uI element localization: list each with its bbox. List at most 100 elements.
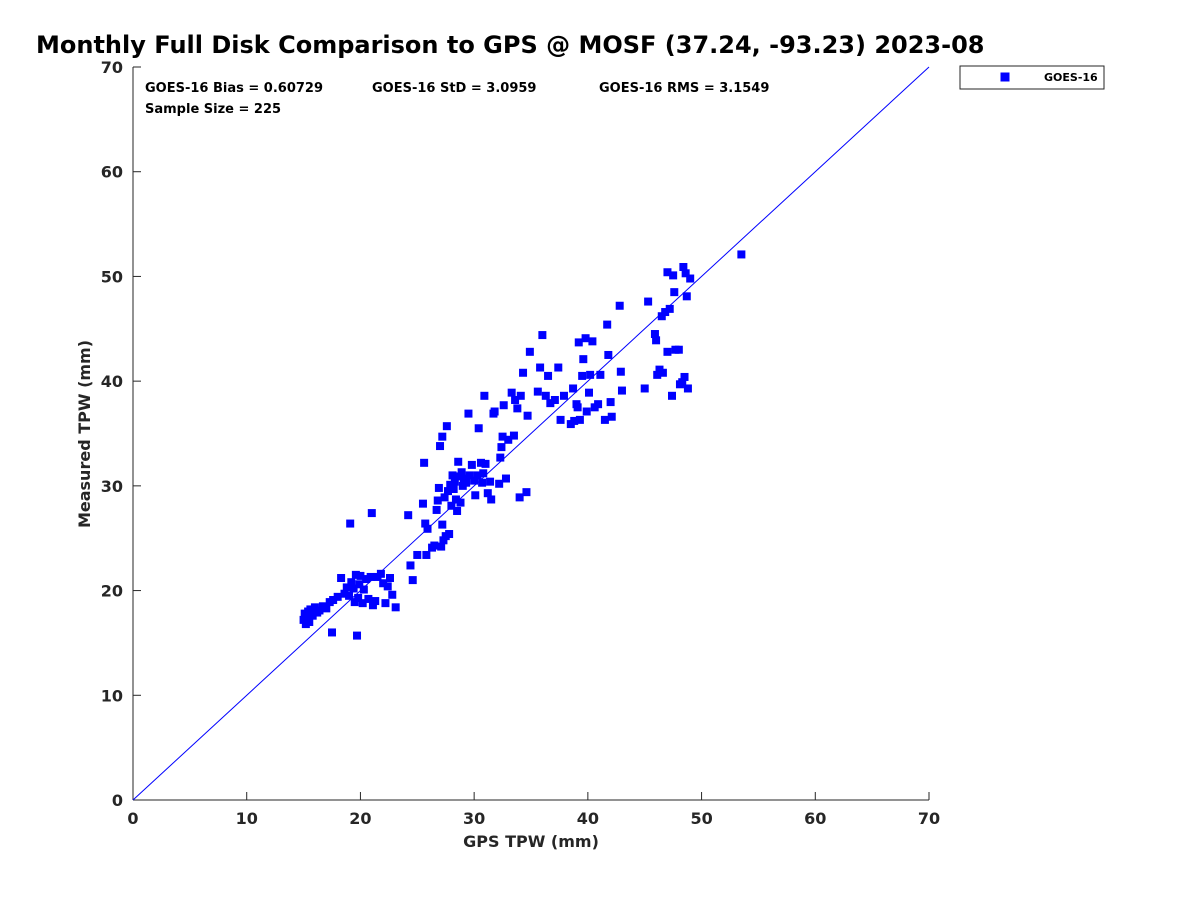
data-point bbox=[362, 575, 371, 584]
data-point bbox=[346, 519, 355, 528]
data-point bbox=[450, 477, 459, 486]
data-point bbox=[519, 368, 528, 377]
data-point bbox=[315, 606, 324, 615]
x-tick-label: 30 bbox=[463, 809, 485, 828]
data-point bbox=[381, 599, 390, 608]
data-point bbox=[663, 268, 672, 277]
rms-annotation: GOES-16 RMS = 3.1549 bbox=[599, 81, 769, 96]
data-point bbox=[350, 598, 359, 607]
sample-size-annotation: Sample Size = 225 bbox=[145, 102, 281, 117]
data-point bbox=[522, 488, 531, 497]
data-point bbox=[340, 589, 349, 598]
data-point bbox=[669, 271, 678, 280]
data-point bbox=[474, 424, 483, 433]
data-point bbox=[594, 400, 603, 409]
y-tick-label: 10 bbox=[101, 686, 123, 705]
data-point bbox=[355, 580, 364, 589]
legend-marker-goes16 bbox=[1000, 72, 1010, 82]
data-point bbox=[615, 301, 624, 310]
data-point bbox=[582, 407, 591, 416]
data-point bbox=[487, 495, 496, 504]
data-point bbox=[433, 496, 442, 505]
data-point bbox=[451, 495, 460, 504]
data-point bbox=[653, 370, 662, 379]
data-point bbox=[678, 378, 687, 387]
data-point bbox=[456, 498, 465, 507]
legend: GOES-16 bbox=[959, 65, 1105, 90]
data-point bbox=[650, 330, 659, 339]
data-point bbox=[498, 432, 507, 441]
data-point bbox=[603, 320, 612, 329]
data-point bbox=[682, 292, 691, 301]
data-point bbox=[668, 391, 677, 400]
data-point bbox=[337, 574, 346, 583]
data-point bbox=[496, 453, 505, 462]
data-point bbox=[573, 403, 582, 412]
data-point bbox=[464, 409, 473, 418]
y-tick-label: 0 bbox=[112, 791, 123, 810]
data-point bbox=[308, 611, 317, 620]
data-point bbox=[523, 411, 532, 420]
data-point bbox=[354, 593, 363, 602]
y-axis-label: Measured TPW (mm) bbox=[75, 340, 94, 528]
data-point bbox=[544, 371, 553, 380]
data-point bbox=[525, 347, 534, 356]
data-point bbox=[391, 603, 400, 612]
data-point bbox=[533, 387, 542, 396]
data-point bbox=[683, 384, 692, 393]
x-tick-label: 0 bbox=[127, 809, 138, 828]
data-point bbox=[640, 384, 649, 393]
data-point bbox=[554, 363, 563, 372]
data-point bbox=[476, 458, 485, 467]
data-point bbox=[617, 386, 626, 395]
data-point bbox=[364, 594, 373, 603]
data-point bbox=[584, 388, 593, 397]
data-point bbox=[438, 520, 447, 529]
data-point bbox=[459, 474, 468, 483]
data-point bbox=[499, 401, 508, 410]
data-points bbox=[299, 250, 746, 640]
y-tick-label: 20 bbox=[101, 582, 123, 601]
chart-title: Monthly Full Disk Comparison to GPS @ MO… bbox=[36, 31, 984, 59]
data-point bbox=[305, 617, 314, 626]
data-point bbox=[644, 297, 653, 306]
y-tick-label: 70 bbox=[101, 58, 123, 77]
data-point bbox=[356, 571, 365, 580]
data-point bbox=[536, 363, 545, 372]
data-point bbox=[556, 415, 565, 424]
x-tick-label: 10 bbox=[236, 809, 258, 828]
data-point bbox=[388, 590, 397, 599]
data-point bbox=[507, 388, 516, 397]
x-ticks: 0 10 20 30 40 50 60 70 bbox=[127, 792, 940, 828]
data-point bbox=[447, 501, 456, 510]
data-point bbox=[368, 601, 377, 610]
data-point bbox=[413, 550, 422, 559]
data-point bbox=[479, 469, 488, 478]
data-point bbox=[515, 493, 524, 502]
y-tick-label: 50 bbox=[101, 267, 123, 286]
data-point bbox=[559, 391, 568, 400]
data-point bbox=[679, 263, 688, 272]
data-point bbox=[586, 370, 595, 379]
data-point bbox=[579, 355, 588, 364]
data-point bbox=[358, 599, 367, 608]
data-point bbox=[443, 487, 452, 496]
x-tick-label: 50 bbox=[690, 809, 712, 828]
data-point bbox=[486, 477, 495, 486]
data-point bbox=[342, 583, 351, 592]
data-point bbox=[406, 561, 415, 570]
data-point bbox=[538, 331, 547, 340]
data-point bbox=[490, 407, 499, 416]
data-point bbox=[349, 584, 358, 593]
legend-label-goes16: GOES-16 bbox=[1044, 71, 1098, 84]
data-point bbox=[385, 574, 394, 583]
x-axis-label: GPS TPW (mm) bbox=[463, 832, 599, 851]
data-point bbox=[481, 459, 490, 468]
data-point bbox=[448, 471, 457, 480]
data-point bbox=[467, 460, 476, 469]
x-tick-label: 20 bbox=[349, 809, 371, 828]
data-point bbox=[658, 368, 667, 377]
data-point bbox=[376, 569, 385, 578]
data-point bbox=[616, 367, 625, 376]
data-point bbox=[436, 442, 445, 451]
